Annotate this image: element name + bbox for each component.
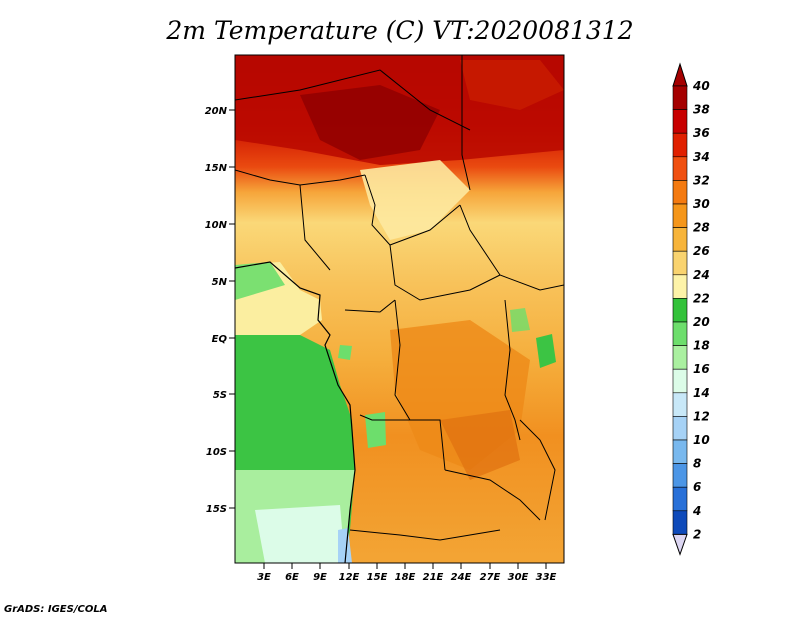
colorbar-label: 36 (693, 126, 710, 140)
colorbar-swatch (672, 368, 688, 394)
colorbar-label: 18 (693, 339, 710, 353)
colorbar-label: 8 (693, 457, 701, 471)
colorbar-swatch (672, 392, 688, 417)
lat-tick-label: 15N (205, 163, 228, 174)
colorbar-swatch (672, 180, 688, 205)
lon-tick-label: 3E (257, 572, 271, 583)
colorbar-min-arrow (672, 533, 688, 556)
colorbar-label: 14 (693, 386, 710, 400)
lat-tick-label: 10N (205, 220, 228, 231)
colorbar-label: 12 (693, 409, 710, 423)
coastline (235, 261, 356, 563)
colorbar-swatch (672, 510, 688, 535)
chart-title: 2m Temperature (C) VT:2020081312 (166, 16, 634, 45)
colorbar-swatch (672, 274, 688, 299)
colorbar-label: 34 (693, 150, 710, 164)
temperature-field (235, 55, 564, 563)
colorbar-swatch (672, 156, 688, 181)
map-frame (234, 54, 565, 564)
colorbar-label: 22 (693, 291, 710, 305)
colorbar-label: 38 (693, 103, 710, 117)
lat-tick-label: EQ (212, 334, 228, 345)
lon-tick-label: 12E (339, 572, 360, 583)
colorbar-label: 26 (693, 244, 710, 258)
colorbar-label: 2 (693, 527, 701, 541)
colorbar-swatch (672, 85, 688, 110)
lon-tick-label: 21E (423, 572, 444, 583)
colorbar-label: 4 (692, 504, 701, 518)
colorbar: 40 38 36 34 32 30 28 26 24 22 20 18 16 14 12 10 8 6 4 2 (672, 62, 710, 556)
colorbar-label: 32 (693, 173, 710, 187)
colorbar-swatch (672, 463, 688, 488)
colorbar-swatch (672, 250, 688, 276)
lat-tick-label: 5S (213, 390, 227, 401)
lat-axis: 20N 15N 10N 5N EQ 5S 10S 15S (205, 106, 235, 515)
colorbar-swatch (672, 132, 688, 158)
colorbar-swatch (672, 416, 688, 441)
colorbar-label: 16 (693, 362, 710, 376)
colorbar-swatch (672, 321, 688, 346)
colorbar-label: 20 (693, 315, 710, 329)
colorbar-swatch (672, 227, 688, 252)
lon-tick-label: 15E (367, 572, 388, 583)
colorbar-label: 24 (693, 268, 710, 282)
colorbar-swatch (672, 203, 688, 228)
grads-credit: GrADS: IGES/COLA (4, 604, 108, 615)
colorbar-max-arrow (672, 62, 688, 87)
lon-tick-label: 9E (313, 572, 327, 583)
lat-tick-label: 15S (206, 504, 227, 515)
lon-tick-label: 24E (451, 572, 472, 583)
lon-axis: 3E 6E 9E 12E 15E 18E 21E 24E 27E 30E 33E (257, 563, 557, 583)
lat-tick-label: 5N (212, 277, 228, 288)
lon-tick-label: 33E (536, 572, 557, 583)
lon-tick-label: 6E (285, 572, 299, 583)
colorbar-swatch (672, 109, 688, 134)
colorbar-label: 30 (693, 197, 710, 211)
lat-tick-label: 10S (206, 447, 227, 458)
lon-tick-label: 18E (395, 572, 416, 583)
colorbar-label: 6 (693, 480, 701, 494)
colorbar-swatch (672, 345, 688, 370)
colorbar-swatch (672, 439, 688, 464)
colorbar-label: 10 (693, 433, 710, 447)
colorbar-label: 28 (693, 221, 710, 235)
colorbar-label: 40 (692, 79, 710, 93)
colorbar-swatch (672, 486, 688, 512)
colorbar-swatch (672, 298, 688, 323)
lat-tick-label: 20N (205, 106, 228, 117)
lon-tick-label: 27E (480, 572, 501, 583)
country-borders (235, 55, 564, 541)
lon-tick-label: 30E (508, 572, 529, 583)
